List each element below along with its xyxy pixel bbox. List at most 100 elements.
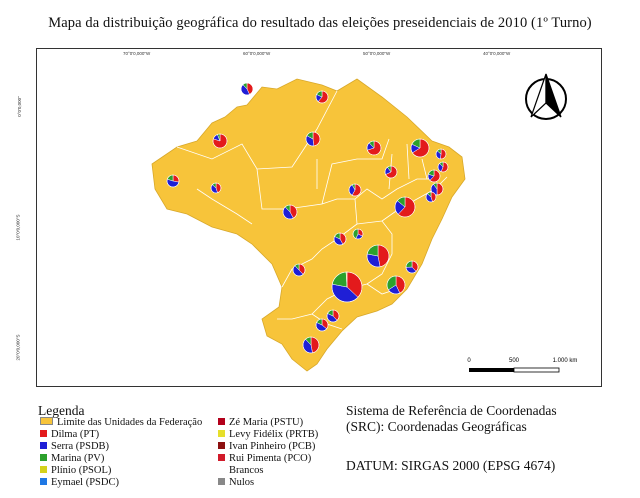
- scale-label-1000: 1.000 km: [553, 358, 578, 364]
- pie-outline-sp: [331, 271, 363, 303]
- pie-go: [333, 232, 347, 246]
- crs-line-1: Sistema de Referência de Coordenadas: [346, 403, 557, 418]
- legend-item-limites: Limite das Unidades da Federação: [40, 417, 202, 428]
- legend-item-eymael: Eymael (PSDC): [40, 477, 119, 488]
- pie-outline-pa: [305, 131, 321, 147]
- brazil-outline: [151, 78, 466, 372]
- legend-swatch-ivan: [218, 442, 225, 449]
- brazil-map: 0 500 1.000 km: [151, 73, 578, 373]
- pie-outline-ro: [210, 182, 222, 194]
- pie-pa: [305, 131, 321, 147]
- pie-outline-mg: [366, 244, 390, 268]
- legend-label-ivan: Ivan Pinheiro (PCB): [229, 441, 316, 452]
- pie-outline-mt: [282, 204, 298, 220]
- pie-outline-rs: [302, 336, 320, 354]
- pie-outline-ma: [366, 140, 382, 156]
- legend-label-serra: Serra (PSDB): [51, 441, 110, 452]
- pie-rn: [435, 148, 447, 160]
- legend-swatch-serra: [40, 442, 47, 449]
- legend-item-levy: Levy Fidélix (PRTB): [218, 429, 318, 440]
- legend-title: Legenda: [38, 403, 85, 418]
- pie-sp: [331, 271, 363, 303]
- pie-se: [425, 191, 437, 203]
- pie-ac: [166, 174, 180, 188]
- legend-label-levy: Levy Fidélix (PRTB): [229, 429, 319, 440]
- pie-outline-go: [333, 232, 347, 246]
- scale-label-500: 500: [509, 358, 520, 364]
- pie-outline-se: [425, 191, 437, 203]
- crs-line-2: (SRC): Coordenadas Geográficas: [346, 419, 527, 434]
- pie-mg: [366, 244, 390, 268]
- legend-swatch-marina: [40, 454, 47, 461]
- legend-item-serra: Serra (PSDB): [40, 441, 109, 452]
- legend-swatch-levy: [218, 430, 225, 437]
- pie-es: [405, 260, 419, 274]
- pie-outline-ba: [394, 196, 416, 218]
- legend-swatch-plinio: [40, 466, 47, 473]
- legend-item-rui: Rui Pimenta (PCO): [218, 453, 311, 464]
- pie-outline-ms: [292, 263, 306, 277]
- pie-ba: [394, 196, 416, 218]
- pie-am: [212, 133, 228, 149]
- legend-swatch-nulos: [218, 478, 225, 485]
- pie-outline-rr: [240, 82, 254, 96]
- pie-pe: [427, 169, 441, 183]
- pie-outline-ce: [410, 138, 430, 158]
- pie-outline-rj: [386, 275, 406, 295]
- pie-ce: [410, 138, 430, 158]
- coord-label-top-3: 50°0'0,000"W: [363, 51, 391, 56]
- map-title: Mapa da distribuição geográfica do resul…: [48, 15, 592, 31]
- coord-label-top-4: 40°0'0,000"W: [483, 51, 511, 56]
- legend-swatch-limites: [40, 417, 53, 425]
- pie-outline-sc: [315, 318, 329, 332]
- scale-label-0: 0: [467, 358, 471, 364]
- north-arrow-icon: [525, 73, 567, 120]
- pie-pi: [384, 165, 398, 179]
- pie-outline-am: [212, 133, 228, 149]
- legend-item-ivan: Ivan Pinheiro (PCB): [218, 441, 315, 452]
- pie-outline-ac: [166, 174, 180, 188]
- datum-info: DATUM: SIRGAS 2000 (EPSG 4674): [346, 458, 556, 473]
- pie-outline-rn: [435, 148, 447, 160]
- legend-swatch-brancos: [218, 466, 225, 473]
- scale-bar: 0 500 1.000 km: [467, 358, 578, 373]
- pie-outline-to: [348, 183, 362, 197]
- pie-df: [352, 228, 364, 240]
- legend-swatch-eymael: [40, 478, 47, 485]
- legend-label-plinio: Plínio (PSOL): [51, 465, 112, 476]
- map-frame: 70°0'0,000"W 60°0'0,000"W 50°0'0,000"W 4…: [16, 48, 602, 387]
- pie-outline-pb: [437, 161, 449, 173]
- legend-swatch-dilma: [40, 430, 47, 437]
- legend-swatch-rui: [218, 454, 225, 461]
- legend-label-rui: Rui Pimenta (PCO): [229, 453, 312, 464]
- legend-item-zemaria: Zé Maria (PSTU): [218, 417, 303, 428]
- pie-ma: [366, 140, 382, 156]
- pie-outline-al: [430, 182, 444, 196]
- coord-label-left-1: 0°0'0,000": [16, 96, 22, 117]
- legend-label-marina: Marina (PV): [51, 453, 105, 464]
- legend-swatch-zemaria: [218, 418, 225, 425]
- pie-sc: [315, 318, 329, 332]
- pie-outline-pi: [384, 165, 398, 179]
- coord-label-left-3: 20°0'0,000"S: [15, 334, 21, 361]
- pie-ap: [315, 90, 329, 104]
- pie-outline-pe: [427, 169, 441, 183]
- coord-label-top-1: 70°0'0,000"W: [123, 51, 151, 56]
- legend-label-eymael: Eymael (PSDC): [51, 477, 119, 488]
- legend-label-nulos: Nulos: [229, 477, 255, 488]
- coord-label-top-2: 60°0'0,000"W: [243, 51, 271, 56]
- crs-info: Sistema de Referência de Coordenadas (SR…: [346, 403, 557, 435]
- pie-pr: [326, 309, 340, 323]
- legend-label-limites: Limite das Unidades da Federação: [57, 417, 203, 428]
- legend-item-marina: Marina (PV): [40, 453, 104, 464]
- pie-outline-ap: [315, 90, 329, 104]
- pie-to: [348, 183, 362, 197]
- pie-ms: [292, 263, 306, 277]
- legend-item-dilma: Dilma (PT): [40, 429, 99, 440]
- pie-rr: [240, 82, 254, 96]
- legend-label-zemaria: Zé Maria (PSTU): [229, 417, 304, 428]
- pie-mt: [282, 204, 298, 220]
- pie-outline-df: [352, 228, 364, 240]
- legend-item-brancos: Brancos: [218, 465, 263, 476]
- legend-label-brancos: Brancos: [229, 465, 264, 476]
